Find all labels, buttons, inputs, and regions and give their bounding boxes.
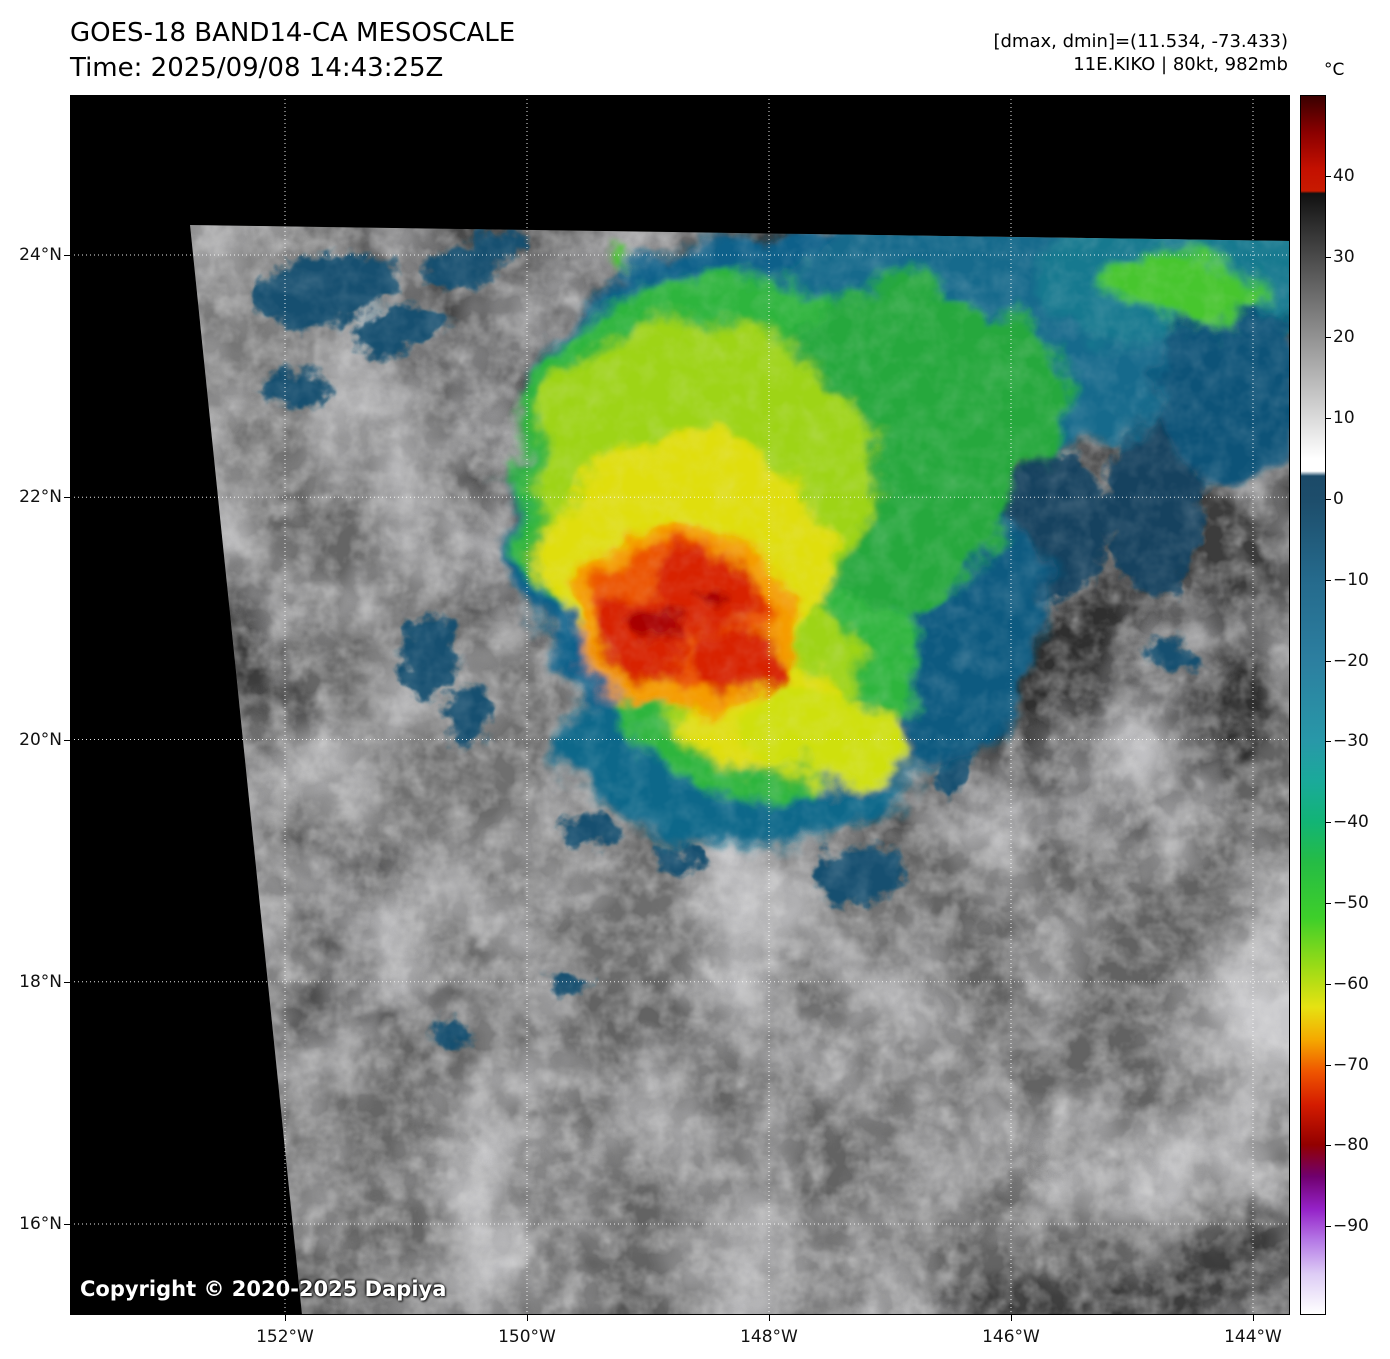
colorbar-tick-mark [1326, 822, 1331, 824]
dmax-dmin-readout: [dmax, dmin]=(11.534, -73.433) [993, 31, 1288, 52]
figure-title: GOES-18 BAND14-CA MESOSCALE [70, 18, 516, 48]
colorbar-tick-label: −10 [1333, 569, 1369, 590]
colorbar-tick-mark [1326, 418, 1331, 420]
colorbar-tick-label: 20 [1333, 327, 1355, 348]
lat-tick-mark [64, 739, 70, 741]
lon-tick-label: 152°W [256, 1327, 314, 1347]
lat-tick-label: 24°N [19, 245, 62, 265]
colorbar-tick-mark [1326, 498, 1331, 500]
colorbar-tick-label: −80 [1333, 1135, 1369, 1156]
colorbar-tick-mark [1326, 660, 1331, 662]
colorbar-tick-mark [1326, 256, 1331, 258]
lon-tick-label: 150°W [498, 1327, 556, 1347]
colorbar-tick-label: 30 [1333, 246, 1355, 267]
gridlines [70, 95, 1290, 1315]
lon-tick-mark [285, 1315, 286, 1321]
colorbar [1300, 95, 1326, 1315]
colorbar-tick-label: 10 [1333, 408, 1355, 429]
colorbar-tick-mark [1326, 1145, 1331, 1147]
lon-tick-mark [1253, 1315, 1254, 1321]
satellite-data-region [190, 225, 1290, 1315]
lon-tick-mark [769, 1315, 770, 1321]
colorbar-tick-mark [1326, 175, 1331, 177]
satellite-image [70, 95, 1290, 1315]
colorbar-tick-label: 40 [1333, 165, 1355, 186]
colorbar-tick-mark [1326, 579, 1331, 581]
colorbar-tick-mark [1326, 902, 1331, 904]
title-block: GOES-18 BAND14-CA MESOSCALE Time: 2025/0… [70, 16, 515, 86]
lat-tick-mark [64, 497, 70, 499]
lat-tick-mark [64, 981, 70, 983]
lat-tick-label: 22°N [19, 487, 62, 508]
colorbar-tick-label: −60 [1333, 973, 1369, 994]
storm-info: 11E.KIKO | 80kt, 982mb [1073, 54, 1288, 75]
colorbar-tick-mark [1326, 337, 1331, 339]
colorbar-tick-label: −30 [1333, 731, 1369, 752]
info-block: [dmax, dmin]=(11.534, -73.433) 11E.KIKO … [993, 30, 1288, 76]
colorbar-tick-label: −70 [1333, 1054, 1369, 1075]
lat-tick-mark [64, 1224, 70, 1225]
copyright-watermark: Copyright © 2020-2025 Dapiya [80, 1277, 447, 1301]
lon-tick-label: 146°W [982, 1327, 1040, 1347]
colorbar-tick-label: −90 [1333, 1216, 1369, 1237]
lat-tick-label: 18°N [19, 971, 62, 992]
colorbar-tick-label: −50 [1333, 892, 1369, 913]
colorbar-tick-label: −40 [1333, 812, 1369, 833]
plot-frame [70, 95, 1290, 1315]
colorbar-tick-label: 0 [1333, 488, 1344, 509]
colorbar-tick-mark [1326, 1064, 1331, 1066]
lon-tick-mark [527, 1315, 528, 1321]
lat-tick-mark [64, 255, 70, 256]
lon-tick-label: 148°W [740, 1327, 798, 1347]
lon-tick-label: 144°W [1224, 1327, 1282, 1347]
satellite-plot: Copyright © 2020-2025 Dapiya [70, 95, 1290, 1315]
colorbar-tick-mark [1326, 1226, 1331, 1228]
colorbar-unit-label: °C [1324, 60, 1345, 80]
lat-tick-label: 16°N [19, 1214, 62, 1234]
lon-tick-mark [1011, 1315, 1012, 1321]
lat-tick-label: 20°N [19, 729, 62, 750]
colorbar-tick-label: −20 [1333, 650, 1369, 671]
colorbar-tick-mark [1326, 741, 1331, 743]
figure-time: Time: 2025/09/08 14:43:25Z [70, 53, 444, 83]
colorbar-tick-mark [1326, 983, 1331, 985]
